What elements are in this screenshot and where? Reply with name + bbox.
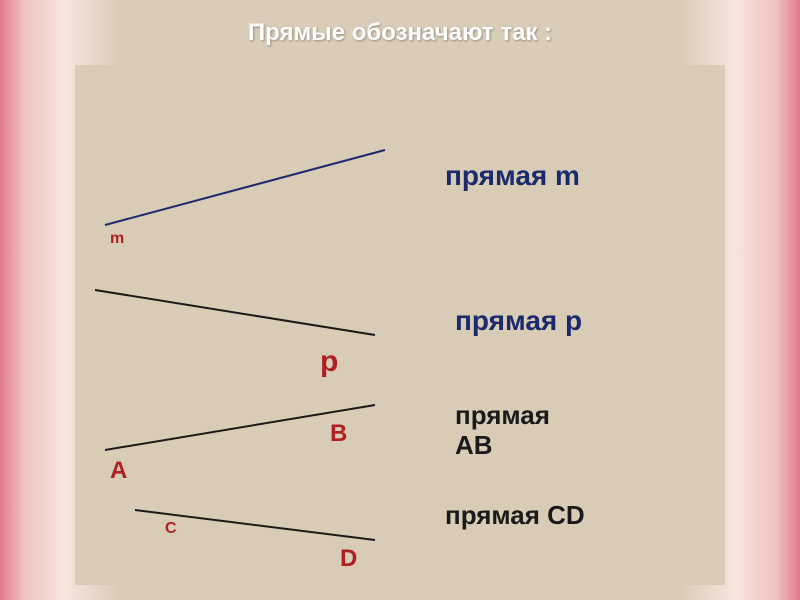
label-p-small: p bbox=[320, 345, 338, 379]
label-a: A bbox=[110, 457, 127, 485]
content-area: m прямая m p прямая р A B прямая АВ С D … bbox=[75, 65, 725, 585]
line-m bbox=[105, 150, 385, 225]
label-m-big: прямая m bbox=[445, 160, 580, 192]
label-m-small: m bbox=[110, 230, 124, 248]
label-ab-big2: АВ bbox=[455, 430, 493, 461]
line-p bbox=[95, 290, 375, 335]
label-p-big: прямая р bbox=[455, 305, 582, 337]
label-b: B bbox=[330, 420, 347, 448]
title-bar: Прямые обозначают так : bbox=[0, 0, 800, 65]
title-text: Прямые обозначают так : bbox=[248, 19, 552, 47]
label-cd-big: прямая СD bbox=[445, 500, 585, 531]
label-ab-big1: прямая bbox=[455, 400, 550, 431]
label-d: D bbox=[340, 545, 357, 573]
label-c: С bbox=[165, 520, 177, 538]
lines-svg bbox=[75, 65, 725, 585]
slide: Прямые обозначают так : m прямая m p пря… bbox=[0, 0, 800, 600]
